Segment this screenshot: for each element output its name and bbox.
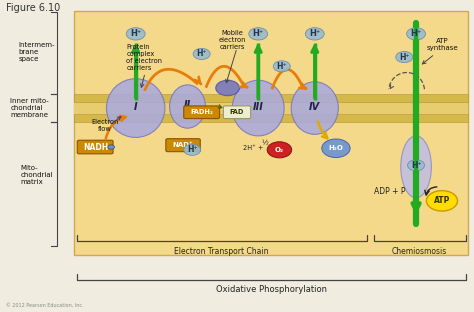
Text: 2H⁺ +: 2H⁺ +	[243, 145, 264, 151]
FancyBboxPatch shape	[166, 139, 200, 152]
FancyBboxPatch shape	[77, 140, 113, 154]
Text: H⁺: H⁺	[187, 145, 198, 154]
Circle shape	[407, 28, 426, 40]
Bar	[74, 11, 468, 255]
Text: H⁺: H⁺	[309, 29, 320, 38]
Text: H⁺: H⁺	[130, 29, 141, 38]
Text: Mito-
chondrial
matrix: Mito- chondrial matrix	[20, 164, 53, 185]
Text: Inner mito-
chondrial
membrane: Inner mito- chondrial membrane	[10, 98, 49, 118]
Circle shape	[408, 160, 425, 171]
Text: Oxidative Phosphorylation: Oxidative Phosphorylation	[216, 285, 327, 294]
Ellipse shape	[291, 82, 338, 134]
Text: © 2012 Pearson Education, Inc.: © 2012 Pearson Education, Inc.	[6, 303, 83, 308]
Text: H⁺: H⁺	[410, 29, 422, 38]
Text: H⁺: H⁺	[399, 52, 410, 61]
Ellipse shape	[401, 136, 431, 198]
Bar	[74, 114, 468, 122]
Circle shape	[193, 48, 210, 60]
Circle shape	[126, 28, 145, 40]
Text: H⁺: H⁺	[411, 161, 421, 170]
Text: Protein
complex
of electron
carriers: Protein complex of electron carriers	[126, 44, 162, 71]
Text: Electron Transport Chain: Electron Transport Chain	[174, 246, 269, 256]
Text: H⁺: H⁺	[276, 62, 287, 71]
Text: H₂O: H₂O	[328, 145, 343, 151]
Ellipse shape	[170, 85, 205, 128]
Text: IV: IV	[309, 101, 320, 111]
Text: I: I	[134, 101, 137, 111]
Text: FAD: FAD	[230, 109, 244, 115]
Bar	[74, 94, 468, 102]
FancyBboxPatch shape	[223, 106, 251, 119]
Bar	[74, 102, 468, 114]
Circle shape	[396, 51, 413, 63]
Text: Intermem-
brane
space: Intermem- brane space	[18, 42, 55, 62]
Text: H⁺: H⁺	[196, 50, 207, 58]
Text: ½: ½	[262, 141, 269, 147]
Circle shape	[108, 145, 115, 149]
Text: NAD⁺: NAD⁺	[173, 142, 193, 148]
Text: II: II	[184, 100, 191, 110]
Text: Mobile
electron
carriers: Mobile electron carriers	[219, 30, 246, 50]
Text: ATP: ATP	[434, 196, 450, 205]
Ellipse shape	[232, 80, 284, 136]
Text: ADP + P: ADP + P	[374, 187, 406, 196]
Circle shape	[273, 61, 290, 72]
Circle shape	[216, 80, 239, 96]
Text: O₂: O₂	[275, 147, 284, 153]
Ellipse shape	[107, 79, 165, 138]
Circle shape	[305, 28, 324, 40]
Text: Figure 6.10: Figure 6.10	[6, 3, 60, 13]
Circle shape	[267, 142, 292, 158]
Circle shape	[427, 191, 457, 211]
Circle shape	[249, 28, 268, 40]
Text: H⁺: H⁺	[253, 29, 264, 38]
Text: ATP
synthase: ATP synthase	[426, 38, 458, 51]
Text: FADH₂: FADH₂	[190, 109, 213, 115]
Text: Electron
flow: Electron flow	[91, 119, 119, 132]
FancyBboxPatch shape	[184, 106, 219, 119]
Circle shape	[322, 139, 350, 158]
Circle shape	[184, 144, 201, 155]
Text: Chemiosmosis: Chemiosmosis	[392, 246, 447, 256]
Text: III: III	[253, 101, 264, 111]
Text: NADH: NADH	[83, 143, 108, 152]
